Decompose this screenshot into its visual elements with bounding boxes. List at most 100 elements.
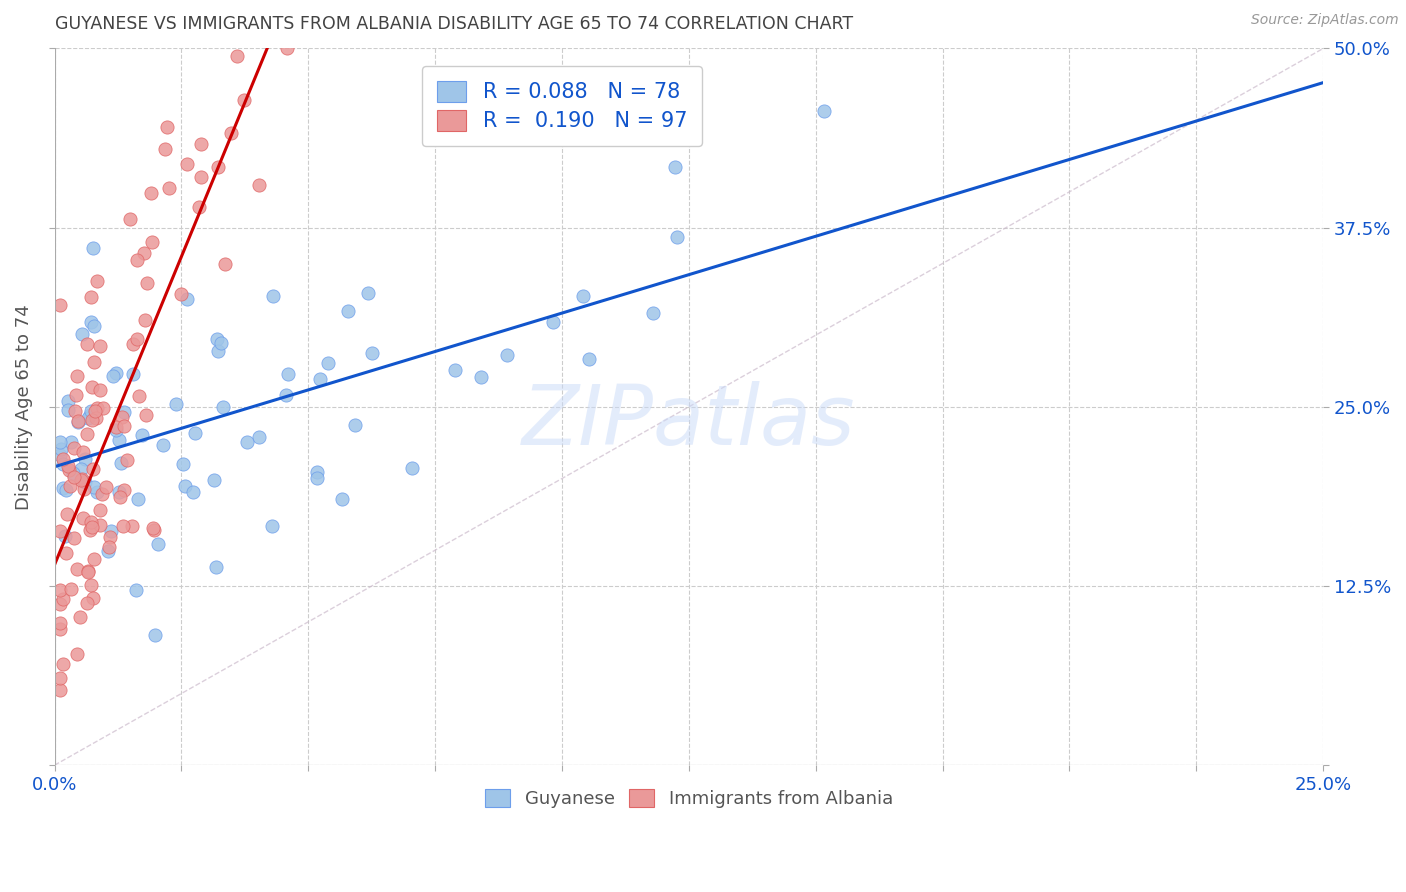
Point xyxy=(207,344,229,359)
Point xyxy=(77,565,100,579)
Point xyxy=(48,671,70,685)
Point xyxy=(48,682,70,697)
Point xyxy=(83,355,105,369)
Point xyxy=(307,465,329,479)
Point xyxy=(111,518,134,533)
Point xyxy=(214,257,236,271)
Point xyxy=(98,540,121,554)
Point xyxy=(84,411,107,425)
Point xyxy=(308,372,330,386)
Point xyxy=(211,401,233,415)
Point xyxy=(226,49,249,63)
Point xyxy=(76,410,98,425)
Point xyxy=(65,388,87,402)
Point xyxy=(55,507,77,521)
Point xyxy=(401,460,423,475)
Point xyxy=(58,403,80,417)
Point xyxy=(101,368,124,383)
Point xyxy=(80,578,103,592)
Point xyxy=(89,383,111,397)
Point xyxy=(63,531,86,545)
Point xyxy=(205,332,228,346)
Point xyxy=(108,490,131,504)
Point xyxy=(343,418,366,433)
Point xyxy=(55,483,77,497)
Point xyxy=(170,287,193,301)
Point xyxy=(65,403,87,417)
Point xyxy=(262,289,284,303)
Point xyxy=(247,430,270,444)
Point xyxy=(86,274,108,288)
Point xyxy=(80,515,103,529)
Point xyxy=(82,591,104,605)
Point xyxy=(108,485,131,500)
Point xyxy=(89,502,111,516)
Point xyxy=(70,473,93,487)
Y-axis label: Disability Age 65 to 74: Disability Age 65 to 74 xyxy=(15,304,32,509)
Point xyxy=(190,169,212,184)
Point xyxy=(111,410,134,425)
Point xyxy=(219,126,242,140)
Point xyxy=(247,178,270,192)
Point xyxy=(276,41,298,55)
Point xyxy=(83,551,105,566)
Point xyxy=(142,523,165,537)
Point xyxy=(97,543,120,558)
Point xyxy=(66,369,89,384)
Text: GUYANESE VS IMMIGRANTS FROM ALBANIA DISABILITY AGE 65 TO 74 CORRELATION CHART: GUYANESE VS IMMIGRANTS FROM ALBANIA DISA… xyxy=(55,15,852,33)
Legend: Guyanese, Immigrants from Albania: Guyanese, Immigrants from Albania xyxy=(475,780,903,817)
Text: Source: ZipAtlas.com: Source: ZipAtlas.com xyxy=(1251,13,1399,28)
Point xyxy=(73,483,96,497)
Point xyxy=(52,457,75,471)
Point xyxy=(209,335,232,350)
Point xyxy=(52,482,75,496)
Point xyxy=(190,137,212,152)
Point xyxy=(69,610,91,624)
Point xyxy=(66,562,89,576)
Point xyxy=(110,456,132,470)
Point xyxy=(121,337,143,351)
Point xyxy=(104,420,127,434)
Point xyxy=(813,103,835,118)
Point xyxy=(146,537,169,551)
Point xyxy=(58,458,80,473)
Point xyxy=(80,290,103,304)
Point xyxy=(77,564,100,578)
Point xyxy=(131,427,153,442)
Point xyxy=(82,241,104,255)
Point xyxy=(496,348,519,362)
Point xyxy=(52,657,75,671)
Point xyxy=(183,485,205,500)
Point xyxy=(104,423,127,437)
Point xyxy=(58,463,80,477)
Point xyxy=(156,120,179,135)
Point xyxy=(70,461,93,475)
Point xyxy=(72,472,94,486)
Point xyxy=(48,434,70,449)
Point xyxy=(141,186,163,200)
Point xyxy=(664,161,686,175)
Point xyxy=(86,401,108,415)
Point xyxy=(59,435,82,450)
Point xyxy=(141,235,163,249)
Point xyxy=(118,212,141,227)
Point xyxy=(66,416,89,430)
Point xyxy=(143,628,166,642)
Point xyxy=(52,451,75,466)
Point xyxy=(72,510,94,524)
Point xyxy=(49,298,72,312)
Point xyxy=(122,368,145,382)
Point xyxy=(58,394,80,409)
Point xyxy=(124,582,146,597)
Point xyxy=(63,470,86,484)
Point xyxy=(79,524,101,538)
Point xyxy=(82,461,104,475)
Point xyxy=(80,380,103,394)
Point xyxy=(205,560,228,574)
Point xyxy=(643,306,665,320)
Point xyxy=(115,453,138,467)
Point xyxy=(82,413,104,427)
Point xyxy=(125,252,148,267)
Point xyxy=(262,518,284,533)
Point xyxy=(330,491,353,506)
